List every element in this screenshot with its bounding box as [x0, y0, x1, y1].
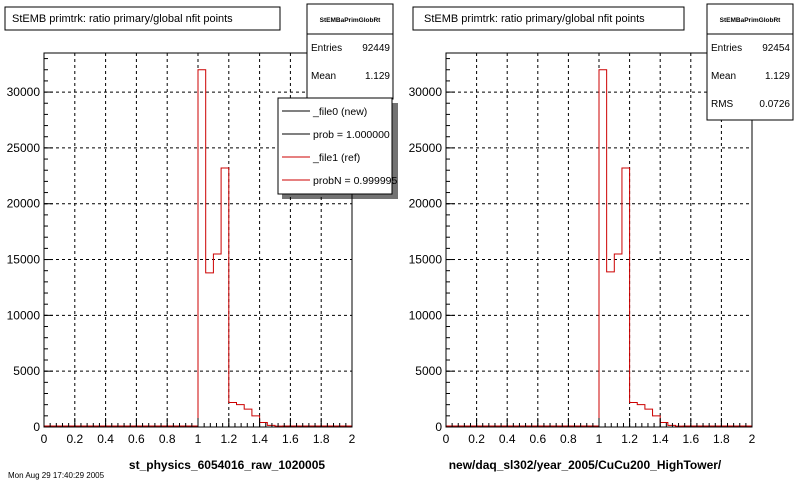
- stats-mean-value: 1.129: [365, 71, 390, 82]
- x-tick-label: 1.8: [313, 432, 330, 446]
- legend-label-file1: _file1 (ref): [312, 152, 360, 164]
- y-tick-label: 25000: [7, 141, 41, 155]
- y-tick-label: 15000: [7, 253, 41, 267]
- x-tick-label: 0.8: [159, 432, 176, 446]
- y-tick-label: 10000: [409, 308, 443, 322]
- x-tick-label: 1: [596, 432, 603, 446]
- y-tick-label: 5000: [13, 364, 40, 378]
- stats-rms-value: 0.0726: [759, 99, 790, 110]
- x-tick-label: 2: [749, 432, 756, 446]
- stats-rms-label: RMS: [711, 99, 734, 110]
- histogram-bars: [44, 69, 352, 427]
- stats-entries-label: Entries: [711, 43, 742, 54]
- footer-timestamp: Mon Aug 29 17:40:29 2005: [8, 471, 105, 480]
- x-tick-label: 0.6: [529, 432, 546, 446]
- title-box: StEMB primtrk: ratio primary/global nfit…: [412, 6, 685, 31]
- histogram-panel-left: 0 0.2 0.4 0.6 0.8 1 1.2 1.4 1.6 1.8 2 0 5000 10000 150…: [4, 3, 398, 472]
- legend: _file0 (new) prob = 1.000000 _file1 (ref…: [277, 97, 398, 199]
- stats-entries-label: Entries: [311, 43, 342, 54]
- axes: 0 0.2 0.4 0.6 0.8 1 1.2 1.4 1.6 1.8 2 0 5000 10000 150…: [7, 58, 356, 446]
- chart-title: StEMB primtrk: ratio primary/global nfit…: [12, 13, 233, 25]
- y-tick-label: 25000: [409, 141, 443, 155]
- x-tick-label: 2: [349, 432, 356, 446]
- stats-mean-label: Mean: [311, 71, 336, 82]
- y-tick-label: 0: [435, 420, 442, 434]
- stats-entries-value: 92449: [362, 43, 390, 54]
- x-tick-label: 0: [443, 432, 450, 446]
- x-tick-label: 0: [41, 432, 48, 446]
- stats-name: StEMBaPrimGlobRt: [320, 17, 382, 24]
- legend-label-probn: probN = 0.999995: [313, 175, 398, 187]
- histogram-panel-right: 0 0.2 0.4 0.6 0.8 1 1.2 1.4 1.6 1.8 2 0 5000 10000 150…: [409, 3, 794, 472]
- y-tick-label: 30000: [409, 85, 443, 99]
- stats-box: StEMBaPrimGlobRt Entries 92454 Mean 1.12…: [706, 3, 794, 121]
- x-axis-label: st_physics_6054016_raw_1020005: [129, 458, 325, 472]
- axes: 0 0.2 0.4 0.6 0.8 1 1.2 1.4 1.6 1.8 2 0 5000 10000 150…: [409, 58, 756, 446]
- x-tick-label: 0.2: [66, 432, 83, 446]
- stats-mean-value: 1.129: [765, 71, 790, 82]
- x-tick-label: 0.6: [128, 432, 145, 446]
- x-tick-label: 1.8: [713, 432, 730, 446]
- x-tick-label: 1.6: [282, 432, 299, 446]
- title-box: StEMB primtrk: ratio primary/global nfit…: [4, 6, 281, 31]
- y-tick-label: 15000: [409, 253, 443, 267]
- chart-title: StEMB primtrk: ratio primary/global nfit…: [424, 13, 645, 25]
- x-tick-label: 0.4: [499, 432, 516, 446]
- y-tick-label: 5000: [415, 364, 442, 378]
- x-tick-label: 1.4: [652, 432, 669, 446]
- legend-label-prob: prob = 1.000000: [313, 129, 390, 141]
- stats-box: StEMBaPrimGlobRt Entries 92449 Mean 1.12…: [306, 3, 394, 100]
- x-tick-label: 1.2: [220, 432, 237, 446]
- stats-entries-value: 92454: [762, 43, 790, 54]
- x-axis-label: new/daq_sl302/year_2005/CuCu200_HighTowe…: [449, 458, 722, 472]
- legend-label-file0: _file0 (new): [312, 106, 367, 118]
- histogram-outline: [44, 69, 352, 427]
- y-tick-label: 20000: [409, 197, 443, 211]
- x-tick-label: 1.6: [682, 432, 699, 446]
- y-tick-label: 30000: [7, 85, 41, 99]
- histogram-outline: [446, 69, 752, 427]
- y-tick-label: 20000: [7, 197, 41, 211]
- x-tick-label: 0.8: [560, 432, 577, 446]
- x-tick-label: 0.2: [468, 432, 485, 446]
- x-tick-label: 1: [195, 432, 202, 446]
- stats-mean-label: Mean: [711, 71, 736, 82]
- histogram-bars: [446, 69, 752, 427]
- x-tick-label: 1.2: [621, 432, 638, 446]
- x-tick-label: 0.4: [97, 432, 114, 446]
- stats-name: StEMBaPrimGlobRt: [720, 17, 782, 24]
- x-tick-label: 1.4: [251, 432, 268, 446]
- y-tick-label: 0: [33, 420, 40, 434]
- y-tick-label: 10000: [7, 308, 41, 322]
